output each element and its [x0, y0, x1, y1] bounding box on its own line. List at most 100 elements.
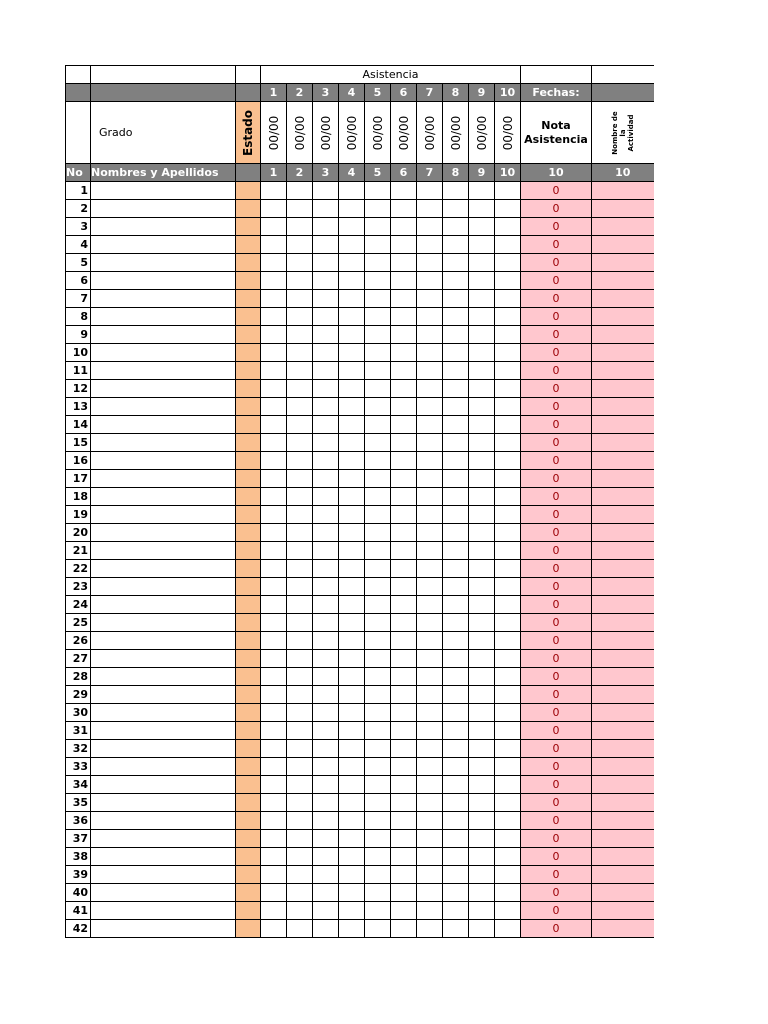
activity-grade-cell[interactable]	[591, 235, 654, 254]
attendance-cell[interactable]	[338, 217, 365, 236]
attendance-cell[interactable]	[416, 451, 443, 470]
attendance-cell[interactable]	[260, 487, 287, 506]
student-name-cell[interactable]	[90, 379, 236, 398]
attendance-cell[interactable]	[468, 487, 495, 506]
student-name-cell[interactable]	[90, 649, 236, 668]
attendance-cell[interactable]	[416, 919, 443, 938]
attendance-cell[interactable]	[338, 559, 365, 578]
attendance-cell[interactable]	[364, 487, 391, 506]
attendance-cell[interactable]	[338, 829, 365, 848]
attendance-cell[interactable]	[416, 685, 443, 704]
attendance-cell[interactable]	[286, 631, 313, 650]
attendance-cell[interactable]	[468, 541, 495, 560]
attendance-cell[interactable]	[260, 883, 287, 902]
student-name-cell[interactable]	[90, 829, 236, 848]
estado-cell[interactable]	[235, 217, 261, 236]
attendance-cell[interactable]	[286, 919, 313, 938]
attendance-cell[interactable]	[364, 685, 391, 704]
attendance-cell[interactable]	[416, 631, 443, 650]
activity-grade-cell[interactable]	[591, 199, 654, 218]
attendance-cell[interactable]	[260, 181, 287, 200]
attendance-cell[interactable]	[338, 289, 365, 308]
attendance-cell[interactable]	[468, 217, 495, 236]
activity-grade-cell[interactable]	[591, 379, 654, 398]
attendance-cell[interactable]	[286, 307, 313, 326]
attendance-cell[interactable]	[260, 451, 287, 470]
attendance-cell[interactable]	[338, 901, 365, 920]
attendance-cell[interactable]	[286, 397, 313, 416]
student-name-cell[interactable]	[90, 505, 236, 524]
attendance-cell[interactable]	[364, 829, 391, 848]
attendance-cell[interactable]	[338, 685, 365, 704]
attendance-cell[interactable]	[494, 757, 521, 776]
attendance-cell[interactable]	[364, 919, 391, 938]
attendance-cell[interactable]	[312, 361, 339, 380]
attendance-cell[interactable]	[364, 199, 391, 218]
estado-cell[interactable]	[235, 721, 261, 740]
estado-cell[interactable]	[235, 559, 261, 578]
attendance-cell[interactable]	[442, 847, 469, 866]
attendance-cell[interactable]	[364, 901, 391, 920]
attendance-cell[interactable]	[286, 685, 313, 704]
estado-cell[interactable]	[235, 739, 261, 758]
attendance-cell[interactable]	[312, 379, 339, 398]
attendance-cell[interactable]	[286, 793, 313, 812]
attendance-cell[interactable]	[312, 811, 339, 830]
activity-grade-cell[interactable]	[591, 361, 654, 380]
attendance-cell[interactable]	[286, 181, 313, 200]
activity-grade-cell[interactable]	[591, 343, 654, 362]
attendance-cell[interactable]	[390, 883, 417, 902]
attendance-cell[interactable]	[416, 289, 443, 308]
activity-grade-cell[interactable]	[591, 847, 654, 866]
attendance-cell[interactable]	[286, 739, 313, 758]
attendance-cell[interactable]	[338, 325, 365, 344]
attendance-cell[interactable]	[338, 757, 365, 776]
attendance-cell[interactable]	[312, 541, 339, 560]
attendance-cell[interactable]	[468, 901, 495, 920]
activity-grade-cell[interactable]	[591, 631, 654, 650]
attendance-cell[interactable]	[468, 397, 495, 416]
attendance-cell[interactable]	[416, 829, 443, 848]
student-name-cell[interactable]	[90, 343, 236, 362]
attendance-cell[interactable]	[442, 595, 469, 614]
attendance-cell[interactable]	[364, 811, 391, 830]
attendance-cell[interactable]	[364, 361, 391, 380]
attendance-cell[interactable]	[364, 523, 391, 542]
attendance-cell[interactable]	[312, 505, 339, 524]
attendance-cell[interactable]	[442, 199, 469, 218]
attendance-cell[interactable]	[494, 181, 521, 200]
attendance-cell[interactable]	[468, 379, 495, 398]
attendance-cell[interactable]	[390, 595, 417, 614]
student-name-cell[interactable]	[90, 739, 236, 758]
attendance-cell[interactable]	[260, 685, 287, 704]
activity-grade-cell[interactable]	[591, 523, 654, 542]
attendance-cell[interactable]	[260, 775, 287, 794]
activity-grade-cell[interactable]	[591, 451, 654, 470]
attendance-cell[interactable]	[416, 199, 443, 218]
attendance-cell[interactable]	[260, 739, 287, 758]
attendance-cell[interactable]	[416, 739, 443, 758]
estado-cell[interactable]	[235, 919, 261, 938]
attendance-cell[interactable]	[312, 253, 339, 272]
student-name-cell[interactable]	[90, 793, 236, 812]
attendance-cell[interactable]	[494, 721, 521, 740]
attendance-cell[interactable]	[416, 613, 443, 632]
attendance-cell[interactable]	[468, 523, 495, 542]
activity-grade-cell[interactable]	[591, 757, 654, 776]
student-name-cell[interactable]	[90, 487, 236, 506]
attendance-cell[interactable]	[494, 487, 521, 506]
attendance-cell[interactable]	[364, 757, 391, 776]
estado-cell[interactable]	[235, 649, 261, 668]
attendance-cell[interactable]	[312, 631, 339, 650]
attendance-cell[interactable]	[364, 667, 391, 686]
attendance-cell[interactable]	[390, 271, 417, 290]
attendance-cell[interactable]	[260, 847, 287, 866]
attendance-cell[interactable]	[416, 559, 443, 578]
activity-grade-cell[interactable]	[591, 667, 654, 686]
attendance-cell[interactable]	[390, 505, 417, 524]
activity-grade-cell[interactable]	[591, 181, 654, 200]
attendance-cell[interactable]	[364, 649, 391, 668]
attendance-cell[interactable]	[364, 739, 391, 758]
attendance-cell[interactable]	[312, 343, 339, 362]
attendance-cell[interactable]	[260, 289, 287, 308]
